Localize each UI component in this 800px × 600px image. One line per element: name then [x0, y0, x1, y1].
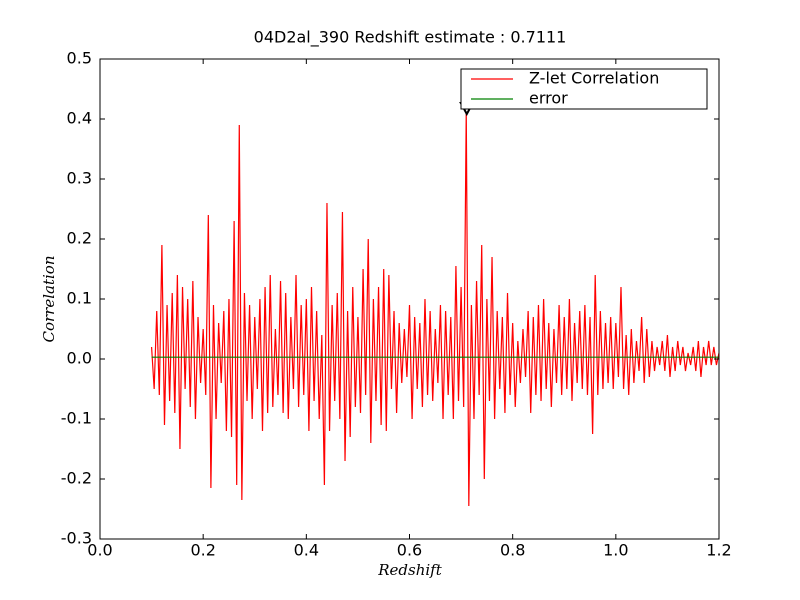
y-tick-label: 0.2: [67, 229, 92, 248]
data-line: [150, 109, 720, 507]
chart-title: 04D2al_390 Redshift estimate : 0.7111: [254, 28, 567, 48]
y-tick-label: 0.3: [67, 169, 92, 188]
legend-box: [460, 68, 708, 110]
legend-label: error: [529, 89, 568, 108]
x-tick-label: 0.2: [190, 541, 215, 560]
y-tick-label: 0.5: [67, 49, 92, 68]
x-tick-label: 0.8: [500, 541, 525, 560]
y-tick-label: -0.1: [61, 409, 92, 428]
x-tick-label: 0.6: [397, 541, 422, 560]
x-tick-label: 0.0: [87, 541, 112, 560]
y-axis-label: Correlation: [40, 256, 58, 343]
y-tick-label: -0.2: [61, 469, 92, 488]
y-tick-label: 0.4: [67, 109, 92, 128]
y-tick-label: -0.3: [61, 529, 92, 548]
x-tick-label: 0.4: [294, 541, 319, 560]
legend-label: Z-let Correlation: [529, 69, 659, 88]
y-tick-label: 0.0: [67, 349, 92, 368]
x-axis-label: Redshift: [377, 561, 442, 579]
x-tick-label: 1.0: [603, 541, 628, 560]
x-tick-label: 1.2: [706, 541, 731, 560]
y-tick-label: 0.1: [67, 289, 92, 308]
